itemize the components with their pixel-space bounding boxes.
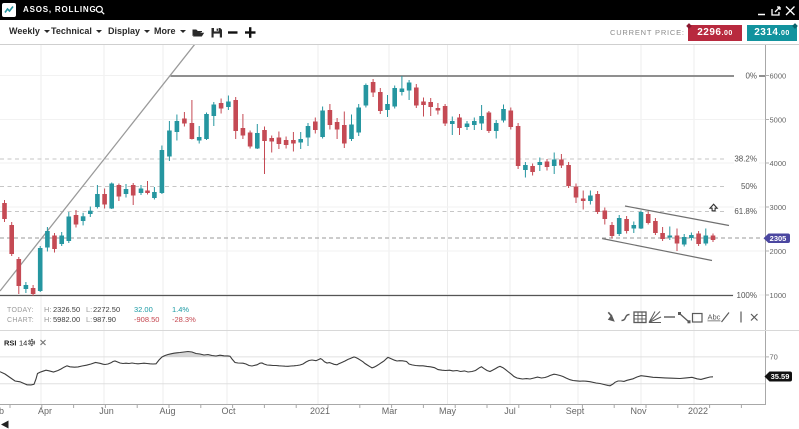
svg-text:35.59: 35.59 xyxy=(771,372,790,381)
svg-text:-908.50: -908.50 xyxy=(134,315,159,324)
svg-text:Apr: Apr xyxy=(38,406,52,416)
svg-text:5982.00: 5982.00 xyxy=(53,315,80,324)
svg-text:May: May xyxy=(439,406,457,416)
svg-text:Jun: Jun xyxy=(99,406,114,416)
svg-text:0%: 0% xyxy=(745,72,757,81)
svg-text:Sept: Sept xyxy=(566,406,585,416)
svg-text:2272.50: 2272.50 xyxy=(93,305,120,314)
svg-text:2022: 2022 xyxy=(688,406,708,416)
svg-text:2305: 2305 xyxy=(770,234,787,243)
svg-text:2021: 2021 xyxy=(310,406,330,416)
svg-text:-28.3%: -28.3% xyxy=(172,315,196,324)
svg-text:4000: 4000 xyxy=(770,159,787,168)
svg-text:L:: L: xyxy=(86,305,92,314)
svg-text:5000: 5000 xyxy=(770,115,787,124)
svg-text:2326.50: 2326.50 xyxy=(53,305,80,314)
svg-text:14: 14 xyxy=(19,339,27,348)
svg-text:61.8%: 61.8% xyxy=(734,207,757,216)
svg-text:50%: 50% xyxy=(741,182,757,191)
svg-text:RSI: RSI xyxy=(4,339,17,348)
svg-text:CHART:: CHART: xyxy=(7,317,34,324)
svg-text:1000: 1000 xyxy=(770,291,787,300)
svg-text:Oct: Oct xyxy=(221,406,236,416)
svg-text:70: 70 xyxy=(770,353,778,362)
svg-text:L:: L: xyxy=(86,315,92,324)
svg-text:Abc: Abc xyxy=(708,313,721,322)
svg-text:Mar: Mar xyxy=(382,406,398,416)
svg-text:38.2%: 38.2% xyxy=(734,155,757,164)
svg-text:Aug: Aug xyxy=(159,406,175,416)
svg-text:100%: 100% xyxy=(737,291,757,300)
svg-text:TODAY:: TODAY: xyxy=(7,307,34,314)
svg-text:Nov: Nov xyxy=(630,406,647,416)
svg-text:987.90: 987.90 xyxy=(93,315,116,324)
svg-text:3000: 3000 xyxy=(770,203,787,212)
svg-text:Jul: Jul xyxy=(504,406,516,416)
svg-text:1.4%: 1.4% xyxy=(172,305,189,314)
svg-text:H:: H: xyxy=(44,305,52,314)
svg-text:32.00: 32.00 xyxy=(134,305,153,314)
svg-text:2000: 2000 xyxy=(770,247,787,256)
svg-text:H:: H: xyxy=(44,315,52,324)
svg-text:6000: 6000 xyxy=(770,71,787,80)
svg-text:b: b xyxy=(0,406,4,416)
